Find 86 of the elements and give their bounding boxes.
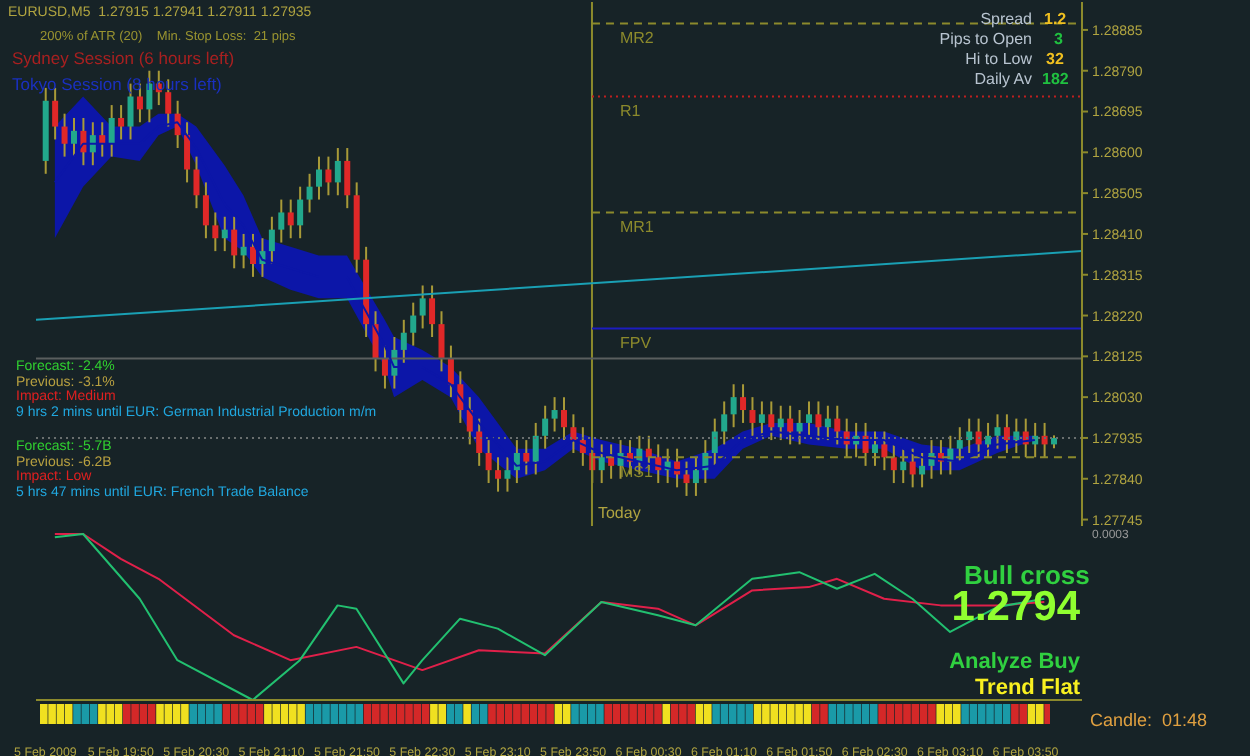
candlestick: [381, 344, 388, 390]
candlestick: [721, 400, 728, 446]
candlestick: [598, 443, 605, 485]
candlestick: [306, 172, 313, 214]
candlestick: [824, 404, 831, 442]
candlestick: [70, 116, 77, 158]
candlestick: [815, 400, 822, 442]
candlestick: [221, 215, 228, 253]
candlestick: [561, 396, 567, 442]
candlestick: [118, 104, 125, 141]
candlestick: [956, 426, 963, 463]
candlestick: [551, 396, 558, 433]
candlestick: [994, 413, 1001, 450]
candlestick: [495, 456, 502, 493]
candlestick: [504, 456, 511, 493]
candlestick: [570, 413, 577, 454]
candlestick: [447, 344, 454, 399]
candlestick: [692, 456, 699, 497]
ref-line-label: MR1: [619, 218, 655, 237]
annotation: 3: [1054, 30, 1063, 48]
annotation: 32: [1046, 50, 1064, 68]
candlestick: [683, 460, 690, 497]
candlestick: [890, 443, 897, 485]
candlestick: [466, 396, 473, 446]
ref-line-label: R1: [619, 102, 642, 121]
candlestick: [881, 430, 888, 472]
candlestick: [419, 284, 426, 330]
candlestick: [212, 211, 219, 253]
annotation: Spread: [980, 10, 1032, 28]
candlestick: [202, 181, 209, 240]
candlestick: [334, 147, 341, 197]
candlestick: [438, 310, 445, 373]
candlestick: [52, 86, 59, 141]
candlestick: [240, 232, 247, 270]
ref-line-label: MR2: [619, 29, 655, 48]
annotation: Daily Av: [974, 70, 1032, 88]
candlestick: [909, 447, 916, 489]
candlestick: [768, 400, 775, 442]
candlestick: [542, 404, 549, 450]
annotation: 1.2: [1044, 10, 1067, 28]
candlestick: [268, 215, 275, 265]
annotation: Sydney Session (6 hours left): [12, 48, 235, 68]
candlestick: [711, 417, 718, 467]
candlestick: [344, 147, 351, 210]
ref-line-label: Today: [597, 504, 641, 522]
candlestick: [184, 121, 191, 184]
candlestick: [61, 112, 68, 158]
candlestick: [297, 185, 304, 240]
candlestick: [429, 284, 436, 339]
candlestick: [250, 232, 257, 278]
text: Candle: 01:48: [1090, 710, 1208, 730]
candlestick: [287, 198, 294, 240]
candlestick: [523, 439, 530, 476]
annotation: 182: [1042, 70, 1069, 88]
annotation: Bull cross: [964, 560, 1090, 590]
candlestick: [193, 155, 200, 210]
candlestick: [871, 430, 878, 467]
candlestick: [108, 104, 115, 158]
candlestick: [476, 417, 483, 467]
candlestick: [796, 409, 803, 446]
candlestick: [777, 404, 784, 442]
candlestick: [325, 155, 332, 197]
candlestick: [410, 301, 417, 347]
candlestick: [485, 439, 492, 485]
candlestick: [787, 404, 794, 446]
candlestick: [99, 121, 106, 158]
candlestick: [315, 155, 322, 201]
candlestick: [730, 383, 737, 429]
annotation: Pips to Open: [939, 30, 1032, 48]
candlestick: [400, 318, 407, 364]
candlestick: [806, 400, 813, 437]
candlestick: [834, 404, 841, 446]
ref-line-label: FPV: [619, 334, 653, 353]
candlestick: [532, 421, 539, 476]
candlestick: [1003, 413, 1010, 454]
annotation: Trend Flat: [974, 676, 1080, 700]
candlestick: [740, 383, 747, 424]
candlestick: [278, 198, 285, 244]
candlestick: [749, 396, 756, 437]
candlestick: [919, 451, 926, 489]
candlestick: [231, 215, 238, 270]
candlestick: [608, 443, 615, 480]
annotation: Analyze Buy: [949, 650, 1080, 674]
candlestick: [900, 447, 907, 485]
annotation: Hi to Low: [965, 50, 1032, 68]
candlestick: [758, 400, 765, 437]
